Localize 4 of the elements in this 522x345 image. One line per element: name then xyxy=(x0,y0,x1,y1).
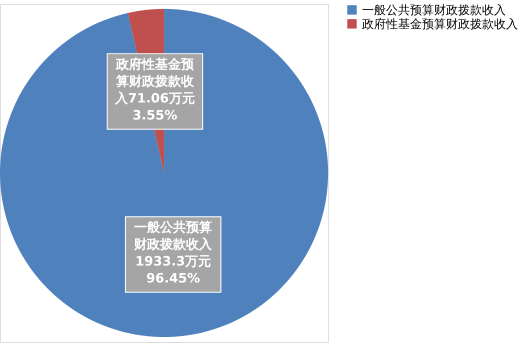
data-label: 一般公共预算财政拨款收入 1933.3万元 96.45% xyxy=(133,220,214,286)
data-label: 政府性基金预算财政拨款收入71.06万元 3.55% xyxy=(114,56,195,124)
legend-label: 政府性基金预算财政拨款收入 xyxy=(362,16,518,31)
legend-label: 一般公共预算财政拨款收入 xyxy=(362,2,506,17)
